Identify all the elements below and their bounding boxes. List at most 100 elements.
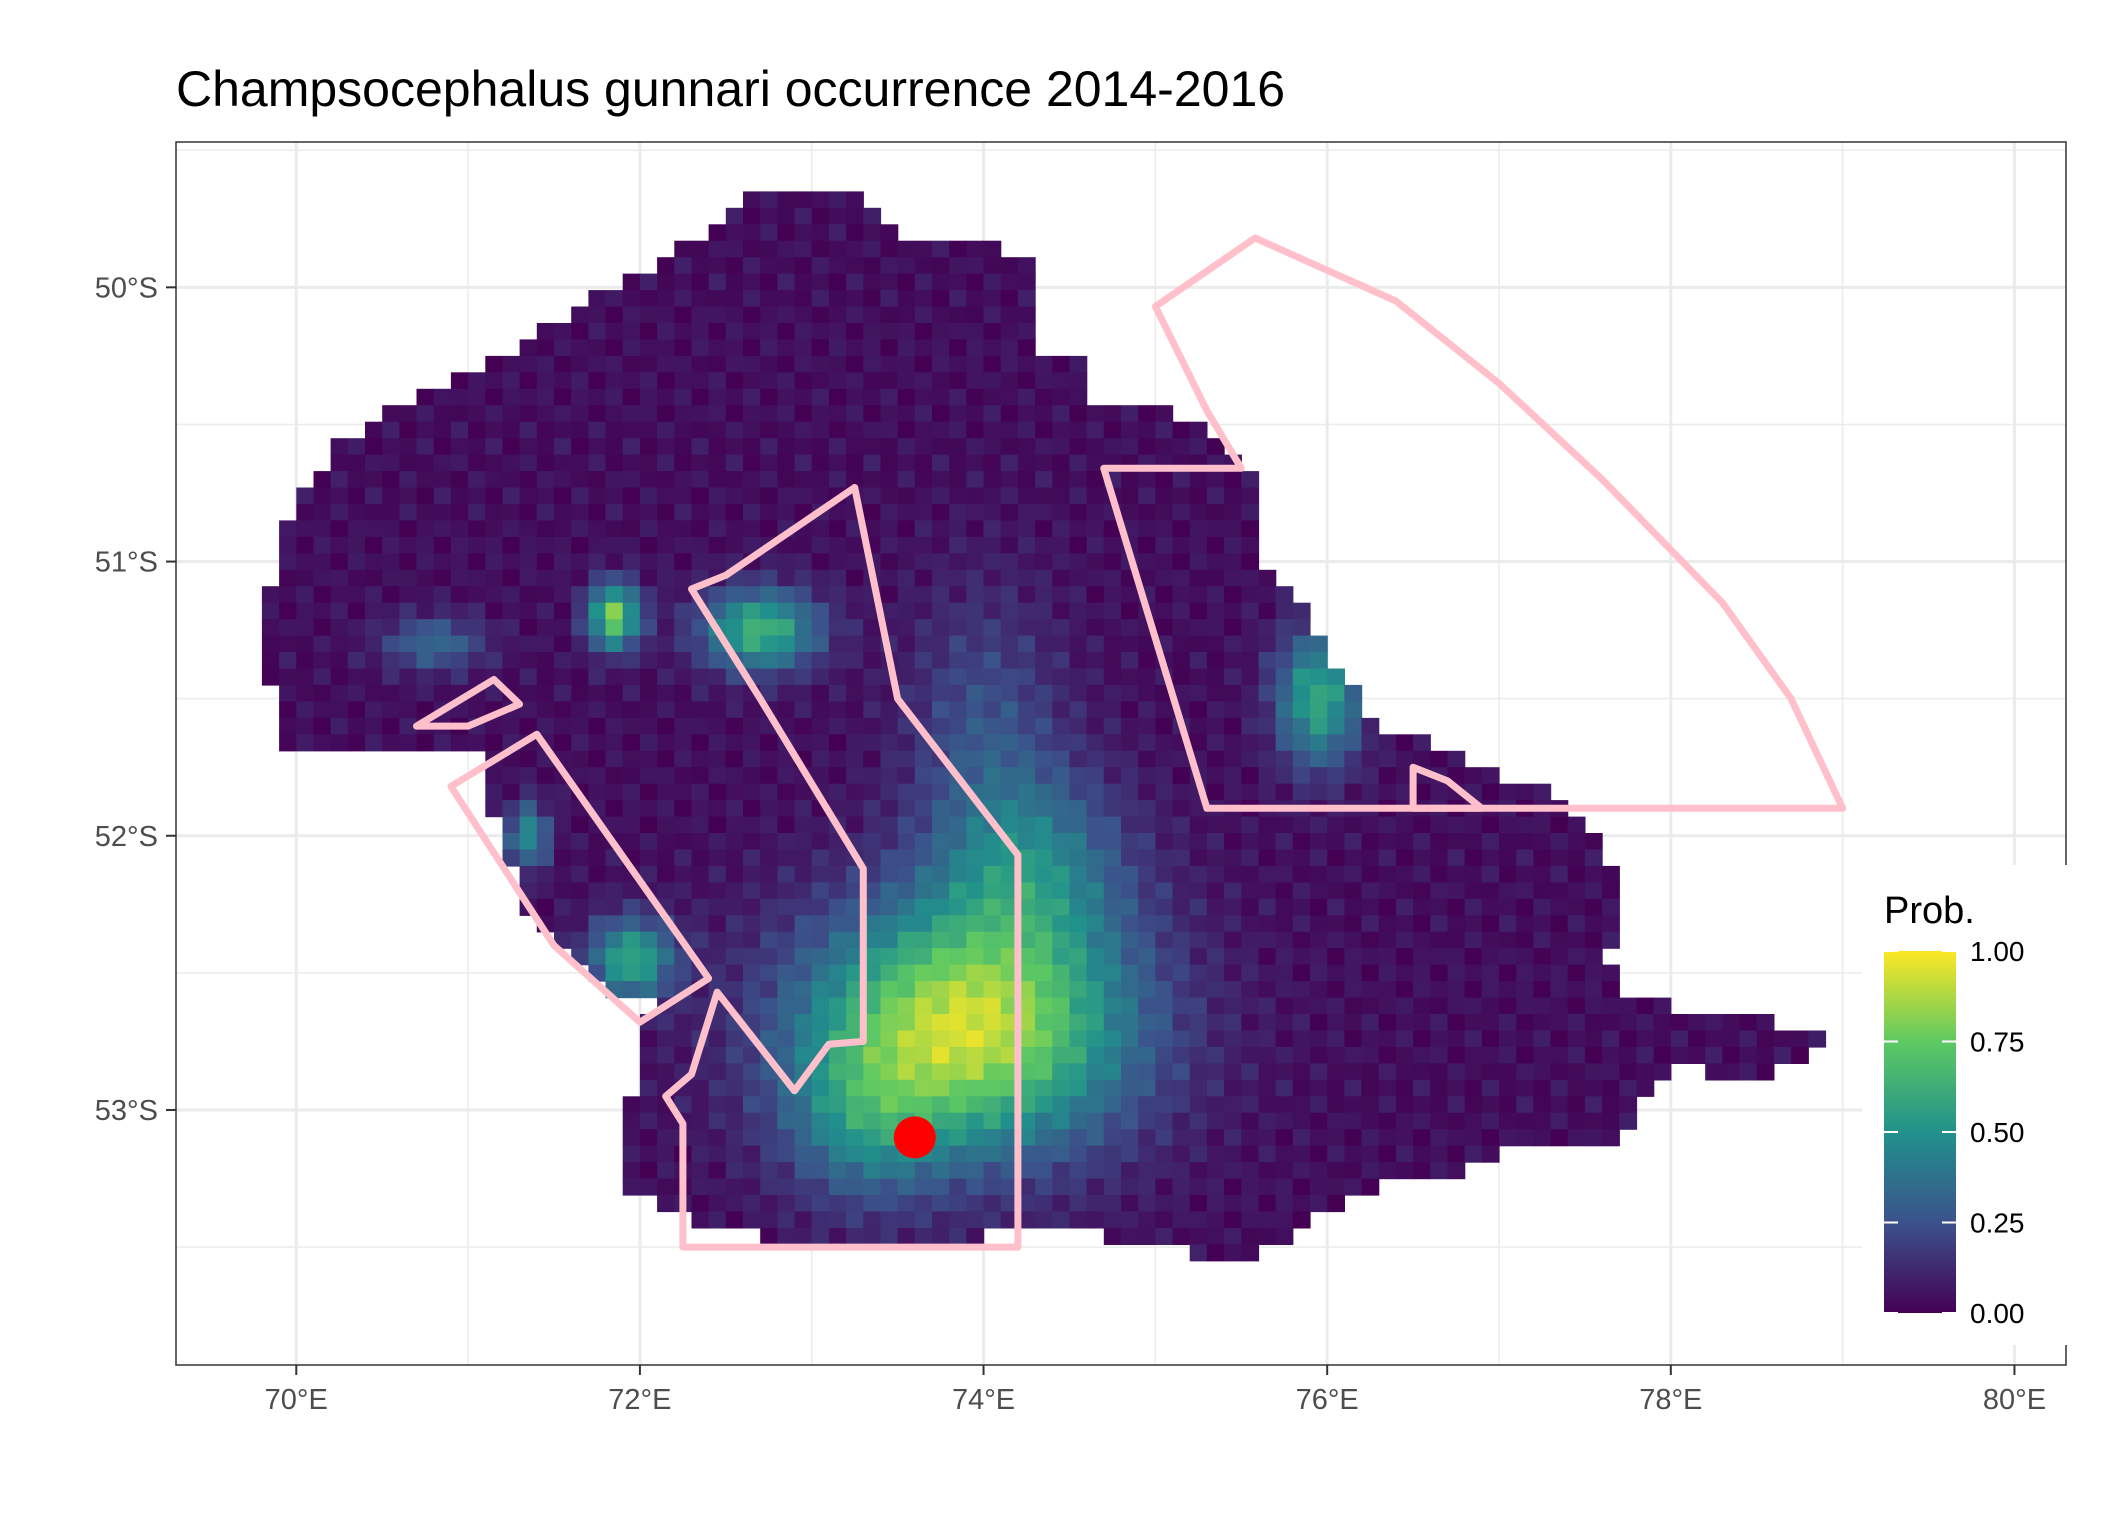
raster-cell <box>1361 1063 1380 1081</box>
raster-cell <box>828 191 847 209</box>
raster-cell <box>485 800 504 818</box>
raster-cell <box>760 668 778 686</box>
raster-cell <box>1310 1096 1328 1114</box>
raster-cell <box>1155 701 1174 719</box>
raster-cell <box>811 224 830 242</box>
raster-cell <box>897 1046 916 1064</box>
raster-cell <box>1275 915 1294 933</box>
raster-cell <box>433 635 452 653</box>
raster-cell <box>536 569 555 587</box>
raster-cell <box>1121 816 1139 834</box>
raster-cell <box>932 504 950 522</box>
raster-cell <box>1121 1227 1139 1245</box>
raster-cell <box>1413 1096 1431 1114</box>
raster-cell <box>296 619 315 637</box>
raster-cell <box>1224 504 1242 522</box>
raster-cell <box>1189 684 1208 702</box>
raster-cell <box>1567 882 1586 900</box>
raster-cell <box>1035 1195 1053 1213</box>
raster-cell <box>347 553 366 571</box>
raster-cell <box>1275 1063 1294 1081</box>
raster-cell <box>1292 684 1311 702</box>
raster-cell <box>983 1014 1002 1032</box>
raster-cell <box>1344 1014 1363 1032</box>
raster-cell <box>1241 816 1260 834</box>
raster-cell <box>1413 849 1431 867</box>
raster-cell <box>330 684 349 702</box>
raster-cell <box>1464 1129 1483 1147</box>
raster-cell <box>1344 1162 1363 1180</box>
raster-cell <box>932 569 950 587</box>
raster-cell <box>622 652 641 670</box>
raster-cell <box>966 1014 985 1032</box>
raster-cell <box>1224 635 1242 653</box>
raster-cell <box>1121 1178 1139 1196</box>
raster-cell <box>828 536 847 554</box>
raster-cell <box>1224 767 1242 785</box>
raster-cell <box>1086 1030 1105 1048</box>
raster-cell <box>863 849 882 867</box>
raster-cell <box>1172 849 1191 867</box>
raster-cell <box>846 569 864 587</box>
raster-cell <box>932 915 950 933</box>
raster-cell <box>1138 948 1156 966</box>
raster-cell <box>914 372 933 390</box>
raster-cell <box>691 997 710 1015</box>
legend-title: Prob. <box>1884 890 1975 932</box>
raster-cell <box>571 553 589 571</box>
raster-cell <box>1584 849 1603 867</box>
raster-cell <box>1361 734 1380 752</box>
raster-cell <box>983 619 1002 637</box>
raster-cell <box>1155 1046 1174 1064</box>
raster-cell <box>1327 948 1345 966</box>
raster-cell <box>777 1030 796 1048</box>
raster-cell <box>674 734 693 752</box>
raster-cell <box>1516 783 1534 801</box>
raster-cell <box>1533 865 1552 883</box>
legend: Prob. 1.000.750.500.250.00 <box>1862 865 2082 1345</box>
raster-cell <box>502 602 521 620</box>
raster-cell <box>966 569 985 587</box>
raster-cell <box>708 948 727 966</box>
raster-cell <box>1516 865 1534 883</box>
raster-cell <box>519 619 538 637</box>
raster-cell <box>1344 1046 1363 1064</box>
raster-cell <box>1378 833 1397 851</box>
raster-cell <box>1155 438 1174 456</box>
raster-cell <box>1292 635 1311 653</box>
raster-cell <box>1344 981 1363 999</box>
raster-cell <box>502 767 521 785</box>
raster-cell <box>1086 635 1105 653</box>
raster-cell <box>1344 816 1363 834</box>
raster-cell <box>1052 1145 1071 1163</box>
raster-cell <box>674 504 693 522</box>
raster-cell <box>536 438 555 456</box>
raster-cell <box>1275 750 1294 768</box>
raster-cell <box>588 767 607 785</box>
raster-cell <box>932 405 950 423</box>
raster-cell <box>725 1211 744 1229</box>
raster-cell <box>588 652 607 670</box>
raster-cell <box>1430 816 1449 834</box>
raster-cell <box>708 1195 727 1213</box>
raster-cell <box>983 240 1002 258</box>
raster-cell <box>1481 948 1500 966</box>
raster-cell <box>1103 800 1122 818</box>
raster-cell <box>1327 717 1345 735</box>
raster-cell <box>519 405 538 423</box>
raster-cell <box>1086 1096 1105 1114</box>
raster-cell <box>1258 1211 1277 1229</box>
raster-cell <box>880 504 899 522</box>
raster-cell <box>1395 997 1414 1015</box>
raster-cell <box>1550 816 1569 834</box>
raster-cell <box>1069 849 1088 867</box>
raster-cell <box>1430 1162 1449 1180</box>
raster-cell <box>485 487 504 505</box>
raster-cell <box>1275 816 1294 834</box>
raster-cell <box>657 1178 675 1196</box>
raster-cell <box>1481 915 1500 933</box>
raster-cell <box>1756 1030 1775 1048</box>
raster-cell <box>949 257 967 275</box>
raster-cell <box>828 1129 847 1147</box>
raster-cell <box>605 553 624 571</box>
